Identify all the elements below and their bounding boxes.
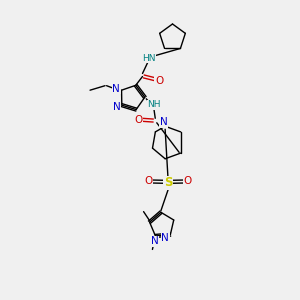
Text: O: O — [183, 176, 192, 187]
Text: O: O — [144, 176, 153, 187]
Text: N: N — [112, 84, 120, 94]
Text: NH: NH — [147, 100, 160, 109]
Text: N: N — [160, 117, 167, 127]
Text: N: N — [151, 236, 159, 246]
Text: N: N — [113, 102, 120, 112]
Text: O: O — [135, 115, 143, 125]
Text: O: O — [155, 76, 163, 86]
Text: S: S — [164, 176, 172, 190]
Text: N: N — [161, 232, 169, 243]
Text: HN: HN — [142, 54, 155, 63]
